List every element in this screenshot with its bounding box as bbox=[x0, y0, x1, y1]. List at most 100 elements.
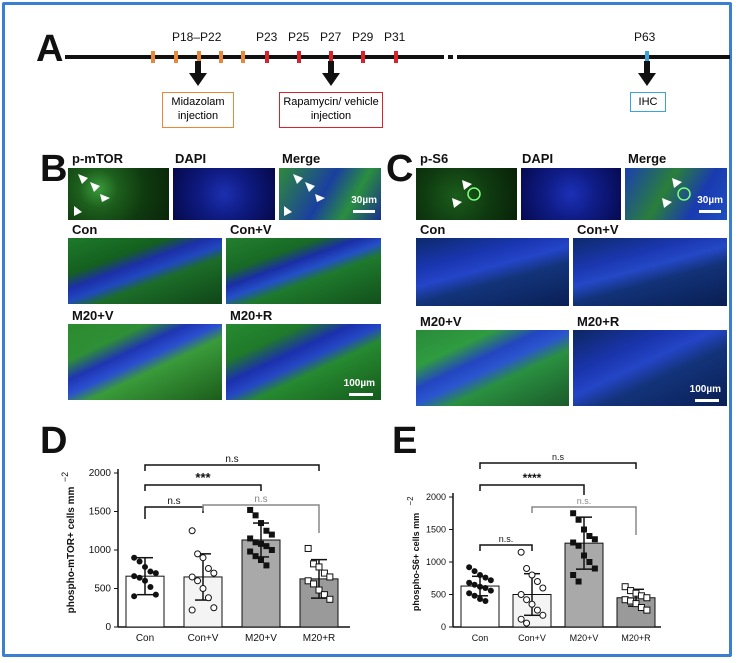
tick-p18 bbox=[151, 51, 155, 63]
b-m20r-image: 100µm bbox=[226, 324, 381, 400]
point-M20+V-11 bbox=[575, 578, 582, 585]
x-tick-label-Con+V: Con+V bbox=[188, 633, 219, 644]
b-m20v-image bbox=[68, 324, 222, 400]
sig-label-3: n.s bbox=[254, 494, 267, 505]
point-Con-7 bbox=[477, 583, 483, 590]
c-group-m20v: M20+V bbox=[420, 314, 462, 329]
timepoint-p31: P31 bbox=[384, 30, 406, 44]
point-Con+V-8 bbox=[204, 594, 212, 602]
c-merge-image: 30µm bbox=[625, 168, 727, 220]
panel-d-label: D bbox=[40, 420, 68, 462]
sig-bracket-1 bbox=[479, 484, 585, 495]
b-group-conv: Con+V bbox=[230, 222, 272, 237]
point-Con-5 bbox=[131, 573, 138, 580]
timepoint-p27: P27 bbox=[320, 30, 342, 44]
sig-label-1: *** bbox=[195, 470, 211, 485]
y-tick-label-0: 0 bbox=[105, 622, 111, 633]
point-M20+V-4 bbox=[591, 536, 598, 543]
point-Con-10 bbox=[466, 590, 473, 597]
point-M20+V-8 bbox=[263, 543, 270, 550]
midazolam-ticks bbox=[151, 51, 245, 63]
point-Con+V-9 bbox=[210, 604, 218, 612]
sig-bracket-0 bbox=[479, 462, 637, 469]
timepoint-p63: P63 bbox=[634, 30, 656, 44]
b-label-pmtor: p-mTOR bbox=[72, 151, 124, 166]
b-top-scale-bar bbox=[353, 210, 375, 213]
point-Con-11 bbox=[471, 592, 478, 599]
sig-bracket-3 bbox=[531, 506, 637, 535]
point-M20+V-7 bbox=[581, 552, 587, 559]
tick-p22 bbox=[241, 51, 245, 63]
b-arrowheads bbox=[74, 174, 325, 216]
x-tick-label-Con: Con bbox=[472, 633, 489, 643]
b-group-m20r: M20+R bbox=[230, 308, 273, 323]
midazolam-box-line1: Midazolam bbox=[171, 96, 225, 108]
point-Con+V-1 bbox=[194, 550, 202, 558]
point-M20+V-2 bbox=[581, 526, 587, 533]
point-M20+V-1 bbox=[252, 512, 259, 519]
tick-p21 bbox=[219, 51, 223, 63]
y-tick-label-1500: 1500 bbox=[89, 507, 112, 518]
point-Con-9 bbox=[152, 591, 159, 598]
point-M20+V-13 bbox=[263, 562, 270, 569]
point-M20+R-7 bbox=[315, 586, 323, 594]
point-M20+V-11 bbox=[252, 553, 259, 560]
c-label-merge: Merge bbox=[628, 151, 667, 166]
sig-label-3: n.s. bbox=[577, 496, 592, 506]
timepoint-p29: P29 bbox=[352, 30, 374, 44]
point-M20+V-9 bbox=[591, 565, 598, 572]
x-tick-label-Con+V: Con+V bbox=[518, 633, 546, 643]
point-M20+R-9 bbox=[326, 595, 334, 603]
arrows bbox=[189, 61, 656, 86]
tick-p31 bbox=[394, 51, 398, 63]
panel-c-label: C bbox=[386, 148, 414, 190]
point-M20+V-6 bbox=[252, 539, 259, 546]
x-tick-label-M20+R: M20+R bbox=[303, 633, 336, 644]
point-Con+V-8 bbox=[533, 606, 541, 614]
b-group-con: Con bbox=[72, 222, 98, 237]
c-label-ps6: p-S6 bbox=[420, 151, 449, 166]
point-Con+V-6 bbox=[194, 577, 202, 585]
point-Con+V-10 bbox=[188, 606, 196, 614]
point-Con-3 bbox=[482, 574, 489, 581]
c-label-dapi: DAPI bbox=[522, 151, 554, 166]
sig-bracket-2 bbox=[144, 506, 204, 519]
point-Con-1 bbox=[136, 558, 143, 565]
point-M20+V-2 bbox=[258, 520, 264, 527]
b-top-scale-label: 30µm bbox=[351, 195, 377, 206]
c-ps6-image bbox=[416, 168, 517, 220]
point-Con+V-3 bbox=[533, 578, 541, 585]
point-M20+V-1 bbox=[575, 516, 582, 523]
b-label-dapi: DAPI bbox=[175, 151, 207, 166]
point-M20+V-12 bbox=[258, 557, 264, 564]
point-M20+V-10 bbox=[570, 572, 577, 578]
point-M20+R-0 bbox=[304, 544, 312, 552]
panel-a-label: A bbox=[36, 28, 64, 70]
c-bottom-scale-bar bbox=[695, 399, 719, 402]
point-Con-8 bbox=[482, 585, 489, 591]
point-M20+V-0 bbox=[570, 510, 577, 517]
point-M20+V-7 bbox=[258, 540, 264, 547]
point-Con+V-7 bbox=[528, 600, 536, 608]
c-conv-image bbox=[573, 238, 727, 306]
y-axis-label: phospho-mTOR+ cells mm bbox=[66, 487, 77, 614]
midazolam-box: Midazolam injection bbox=[162, 92, 234, 128]
point-M20+V-4 bbox=[268, 531, 275, 538]
x-tick-label-Con: Con bbox=[136, 633, 154, 644]
sig-label-2: n.s bbox=[167, 496, 180, 507]
point-M20+R-6 bbox=[310, 580, 318, 588]
sig-label-0: n.s bbox=[225, 454, 238, 465]
sig-label-2: n.s. bbox=[499, 534, 514, 544]
point-M20+R-4 bbox=[643, 594, 651, 602]
y-tick-label-1500: 1500 bbox=[426, 525, 446, 535]
c-group-conv: Con+V bbox=[577, 222, 619, 237]
point-Con+V-11 bbox=[523, 619, 531, 627]
y-axis-label-superscript: −2 bbox=[60, 472, 70, 482]
point-Con-5 bbox=[466, 579, 473, 586]
rapamycin-box-line2: injection bbox=[310, 110, 352, 122]
point-M20+V-5 bbox=[247, 535, 254, 542]
point-Con-2 bbox=[477, 572, 483, 578]
point-Con+V-3 bbox=[204, 564, 212, 572]
point-Con-6 bbox=[471, 581, 478, 588]
